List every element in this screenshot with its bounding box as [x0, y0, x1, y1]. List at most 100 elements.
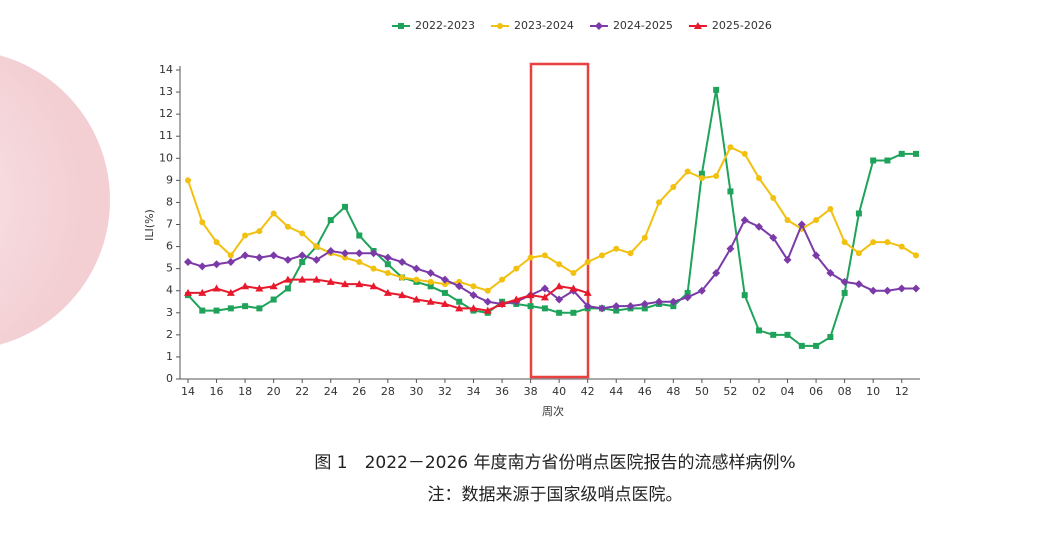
data-point	[470, 283, 477, 290]
data-point	[655, 297, 664, 306]
data-point	[369, 282, 378, 290]
data-point	[727, 188, 734, 195]
data-point	[484, 287, 491, 294]
data-point	[227, 252, 234, 259]
data-point	[384, 270, 391, 277]
data-point	[870, 239, 877, 246]
data-point	[770, 195, 777, 202]
data-point	[441, 289, 448, 296]
x-tick-label: 42	[581, 385, 595, 398]
data-point	[697, 286, 706, 295]
data-point	[740, 216, 749, 225]
data-point	[412, 264, 421, 273]
data-point	[227, 305, 234, 312]
x-tick-label: 10	[866, 385, 880, 398]
series-line	[187, 89, 916, 347]
data-point	[383, 288, 392, 296]
data-point	[597, 304, 606, 313]
data-point	[884, 157, 891, 164]
data-point	[669, 297, 678, 306]
x-tick-label: 36	[495, 385, 509, 398]
data-point	[498, 299, 507, 307]
data-point	[627, 250, 634, 257]
x-axis-label: 周次	[542, 404, 564, 418]
data-point	[755, 327, 762, 334]
data-point	[455, 282, 464, 291]
data-point	[784, 331, 791, 338]
data-point	[241, 251, 250, 260]
data-point	[897, 284, 906, 293]
data-point	[541, 252, 548, 259]
data-point	[342, 254, 349, 261]
data-point	[256, 228, 263, 235]
data-point	[212, 284, 221, 292]
data-point	[213, 307, 220, 314]
y-tick-label: 1	[166, 350, 173, 363]
data-point	[884, 239, 891, 246]
x-tick-label: 34	[466, 385, 480, 398]
data-point	[556, 261, 563, 268]
data-point	[185, 177, 191, 184]
x-tick-label: 22	[295, 385, 309, 398]
data-point	[640, 299, 649, 308]
data-point	[242, 303, 249, 310]
data-point	[670, 183, 677, 190]
data-point	[526, 291, 535, 299]
data-point	[455, 304, 464, 312]
data-point	[256, 305, 263, 312]
data-point	[283, 275, 292, 283]
data-point	[341, 249, 350, 258]
data-point	[440, 299, 449, 307]
data-point	[198, 288, 207, 296]
data-point	[398, 291, 407, 299]
data-point	[213, 239, 220, 246]
data-point	[683, 293, 692, 302]
data-point	[226, 288, 235, 296]
data-point	[612, 302, 621, 311]
data-point	[684, 168, 691, 175]
legend-marker	[594, 22, 603, 30]
data-point	[898, 243, 905, 250]
data-point	[398, 258, 407, 267]
data-point	[540, 284, 549, 293]
data-point	[370, 265, 377, 272]
x-tick-label: 20	[267, 385, 281, 398]
data-point	[698, 170, 705, 177]
data-point	[698, 175, 705, 182]
x-tick-label: 16	[210, 385, 224, 398]
data-point	[356, 259, 363, 266]
data-point	[583, 288, 592, 296]
data-point	[283, 255, 292, 264]
legend-marker	[693, 22, 702, 29]
data-point	[441, 281, 448, 288]
data-point	[840, 277, 849, 286]
series-line	[187, 218, 916, 310]
caption: 图 1 2022－2026 年度南方省份哨点医院报告的流感样病例%	[314, 453, 795, 473]
data-point	[184, 258, 192, 267]
y-tick-label: 9	[166, 173, 173, 186]
x-tick-label: 24	[324, 385, 338, 398]
x-tick-label: 26	[352, 385, 366, 398]
data-point	[754, 222, 763, 231]
data-point	[726, 244, 735, 253]
y-tick-label: 2	[166, 328, 173, 341]
x-tick-label: 48	[666, 385, 680, 398]
data-point	[613, 245, 620, 252]
data-point	[570, 309, 577, 316]
data-point	[898, 150, 905, 157]
y-tick-label: 5	[166, 262, 173, 275]
data-point	[841, 289, 848, 296]
y-axis-label: ILI(%)	[143, 209, 156, 241]
data-point	[356, 232, 363, 239]
data-point	[299, 230, 306, 237]
data-point	[641, 234, 648, 241]
data-point	[326, 246, 335, 255]
data-point	[656, 199, 663, 206]
data-point	[312, 275, 321, 283]
data-point	[313, 243, 320, 250]
data-point	[483, 297, 492, 306]
y-tick-label: 0	[166, 372, 173, 385]
data-point	[198, 262, 207, 271]
y-tick-label: 11	[159, 129, 173, 142]
data-point	[369, 249, 378, 258]
